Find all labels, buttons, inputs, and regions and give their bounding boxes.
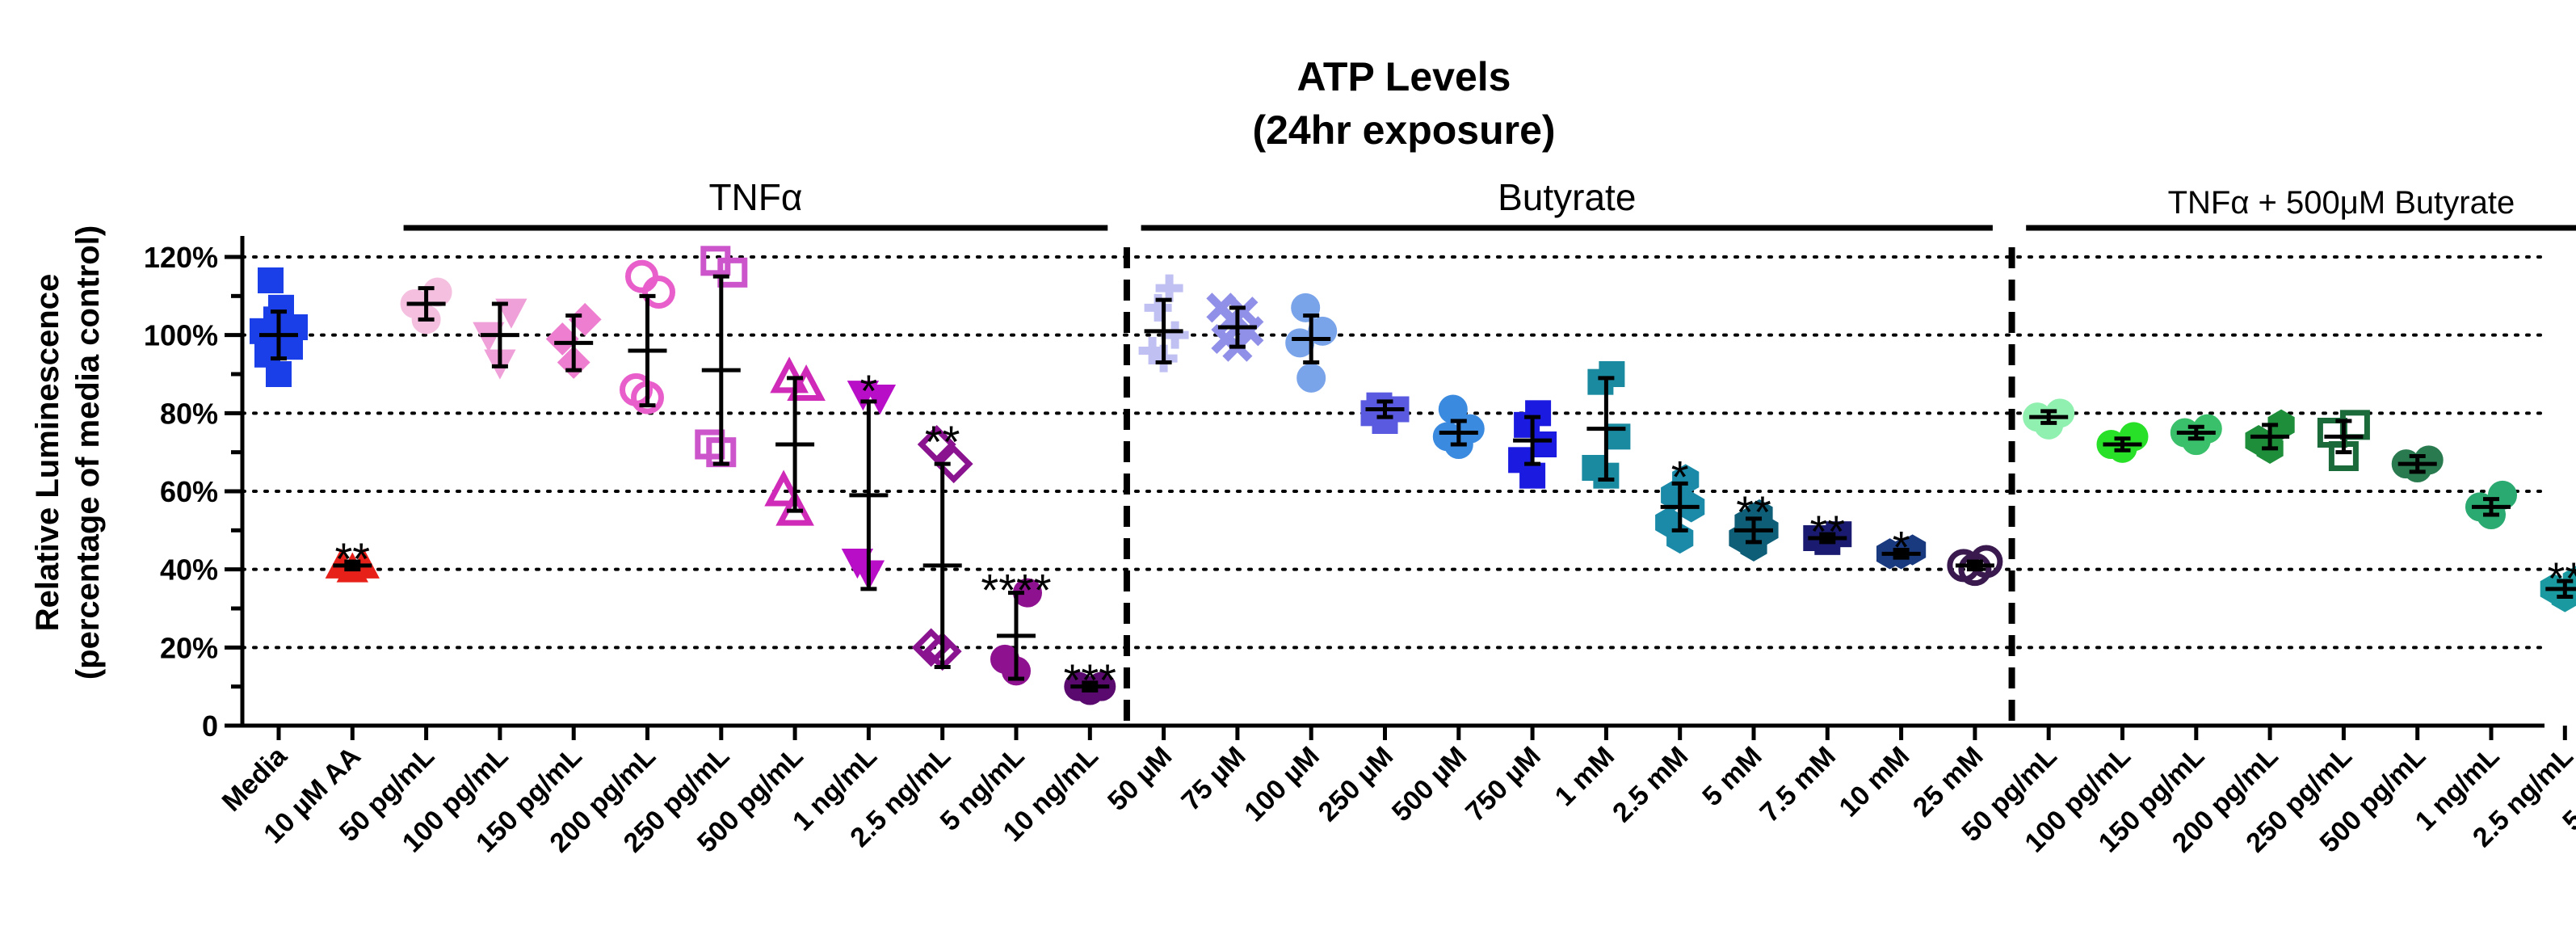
y-tick-label: 60% — [160, 475, 218, 508]
data-point — [2414, 445, 2444, 475]
category-1: ** — [325, 533, 380, 584]
x-tick-label: 100 µM — [1238, 741, 1326, 828]
data-point — [1161, 321, 1189, 349]
data-point — [934, 444, 973, 484]
plot-area: 0 20% 40% 60% 80% 100% 120% TNFα Butyrate TNFα + … — [144, 176, 2576, 859]
data-point — [764, 469, 803, 507]
category-3 — [473, 298, 527, 380]
category-30 — [2465, 480, 2517, 529]
data-point — [1599, 361, 1625, 387]
category-17 — [1508, 400, 1557, 489]
category-9: ** — [911, 416, 973, 671]
category-18 — [1582, 361, 1631, 489]
category-12 — [1138, 274, 1189, 373]
y-axis-label: Relative Luminescence (percentage of med… — [30, 225, 106, 680]
data-point — [1438, 394, 1468, 424]
category-23 — [1947, 545, 2003, 587]
category-25 — [2096, 422, 2149, 463]
data-point — [1508, 447, 1535, 474]
data-point — [1285, 328, 1315, 358]
data-point — [2245, 425, 2272, 457]
significance-label: ** — [1736, 486, 1771, 537]
x-tick-label: 10 mM — [1834, 741, 1916, 823]
x-tick-label: 750 µM — [1460, 741, 1547, 828]
category-13 — [1206, 293, 1264, 362]
category-6 — [695, 246, 748, 468]
data-point — [1655, 507, 1683, 538]
category-28 — [2317, 410, 2370, 471]
x-tick-label: 2.5 mM — [1607, 741, 1694, 828]
data-point — [268, 294, 294, 321]
category-27 — [2245, 409, 2295, 464]
significance-label: **** — [981, 565, 1051, 616]
data-point — [625, 259, 658, 293]
y-tick-label: 100% — [144, 319, 218, 352]
y-axis-label-line1: Relative Luminescence — [30, 274, 65, 631]
data-point — [495, 298, 527, 329]
data-point — [1138, 337, 1166, 364]
category-31: ** — [2540, 553, 2576, 612]
y-tick-label: 0 — [202, 709, 218, 743]
data-point — [1525, 400, 1552, 427]
category-15 — [1360, 392, 1410, 434]
significance-label: * — [860, 365, 878, 416]
data-point — [1228, 297, 1259, 327]
y-tick-label: 40% — [160, 553, 218, 587]
y-tick-label: 80% — [160, 397, 218, 430]
significance-label: ** — [925, 416, 960, 467]
data-point — [258, 267, 284, 293]
category-20: ** — [1729, 486, 1779, 562]
x-tick-label: 5 mM — [1696, 741, 1767, 812]
data-point — [620, 373, 653, 406]
data-point — [1296, 363, 1326, 393]
x-tick-label: 7.5 mM — [1754, 741, 1842, 828]
category-24 — [2023, 398, 2075, 440]
significance-label: ** — [1810, 506, 1846, 557]
data-point — [841, 549, 874, 579]
y-tick-label: 20% — [160, 631, 218, 664]
data-point — [917, 425, 956, 464]
category-2 — [400, 277, 452, 335]
data-point — [1582, 455, 1608, 481]
data-point — [847, 381, 880, 411]
data-point — [1155, 274, 1183, 302]
y-axis-label-line2: (percentage of media control) — [70, 225, 106, 680]
category-19: * — [1655, 452, 1705, 554]
x-tick-label: 50 µM — [1102, 741, 1178, 817]
significance-label: ** — [2548, 553, 2576, 604]
x-tick-label: 1 mM — [1549, 741, 1620, 812]
significance-label: ** — [335, 533, 371, 584]
x-tick-label: 500 µM — [1386, 741, 1473, 828]
category-26 — [2170, 414, 2222, 456]
category-16 — [1432, 394, 1485, 459]
data-point — [1366, 392, 1393, 419]
category-11: *** — [1064, 655, 1116, 705]
group-label: TNFα + 500μM Butyrate — [2168, 185, 2515, 221]
significance-label: * — [1893, 522, 1910, 573]
data-point — [2267, 409, 2295, 440]
data-point — [700, 246, 731, 276]
chart-subtitle: (24hr exposure) — [1252, 107, 1555, 153]
category-10: **** — [981, 565, 1052, 686]
category-4 — [545, 302, 602, 379]
group-label: TNFα — [708, 176, 802, 218]
category-0 — [250, 267, 308, 387]
category-8: * — [841, 365, 897, 591]
category-22: * — [1876, 522, 1927, 573]
data-point — [1206, 293, 1237, 323]
significance-label: *** — [1064, 655, 1116, 705]
significance-label: * — [1671, 452, 1689, 503]
group-label: Butyrate — [1498, 176, 1636, 218]
category-14 — [1285, 293, 1338, 393]
category-29 — [2391, 445, 2444, 482]
category-7 — [764, 356, 826, 526]
x-tick-label: 250 µM — [1313, 741, 1400, 828]
category-5 — [620, 259, 675, 415]
y-tick-label: 120% — [144, 241, 218, 274]
chart-title: ATP Levels — [1297, 54, 1511, 99]
data-point — [990, 644, 1019, 674]
category-21: ** — [1803, 506, 1852, 557]
